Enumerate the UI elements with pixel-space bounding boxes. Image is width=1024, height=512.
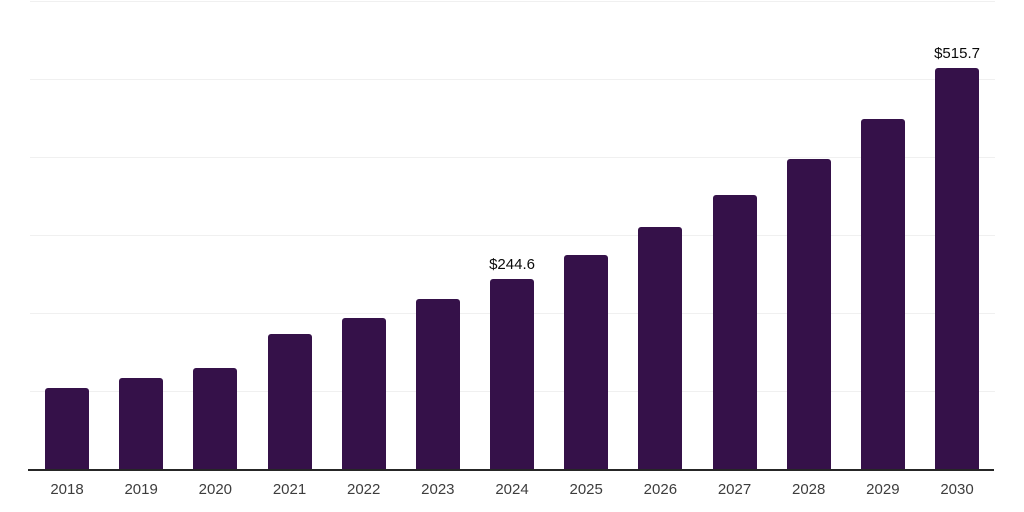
x-tick-label-2026: 2026: [643, 481, 678, 498]
x-tick-label-2025: 2025: [569, 481, 603, 498]
x-tick-label-2018: 2018: [50, 481, 84, 498]
x-tick-label-2029: 2029: [866, 481, 900, 498]
x-tick-label-2022: 2022: [346, 481, 381, 498]
x-tick-label-2020: 2020: [198, 481, 233, 498]
gridline-300: [30, 235, 995, 236]
bar-2030: [935, 67, 980, 470]
x-tick-label-2019: 2019: [124, 481, 158, 498]
bar-2024: [490, 279, 535, 470]
gridline-400: [30, 157, 995, 158]
bar-2027: [712, 194, 757, 470]
x-tick-label-2030: 2030: [940, 481, 974, 498]
x-tick-label-2027: 2027: [717, 481, 752, 498]
bar-2018: [45, 388, 89, 470]
bar-2025: [564, 254, 609, 470]
bar-2023: [415, 299, 460, 470]
x-tick-label-2028: 2028: [792, 481, 826, 498]
gridline-600: [30, 1, 995, 2]
x-tick-label-2021: 2021: [272, 481, 307, 498]
bar-2026: [638, 227, 683, 470]
gridline-500: [30, 79, 995, 80]
bar-2022: [341, 317, 386, 470]
x-tick-label-2023: 2023: [421, 481, 455, 498]
bar-value-label-2024: $244.6: [489, 256, 535, 274]
bar-2028: [786, 158, 831, 470]
x-tick-label-2024: 2024: [495, 481, 529, 498]
bar-2029: [860, 118, 905, 470]
bar-value-label-2030: $515.7: [934, 44, 980, 62]
plot-area: $244.6 $515.7: [30, 1, 995, 470]
x-axis-line: [28, 469, 994, 471]
bar-2021: [267, 333, 312, 470]
bar-2020: [193, 368, 238, 470]
bar-2019: [119, 378, 164, 470]
